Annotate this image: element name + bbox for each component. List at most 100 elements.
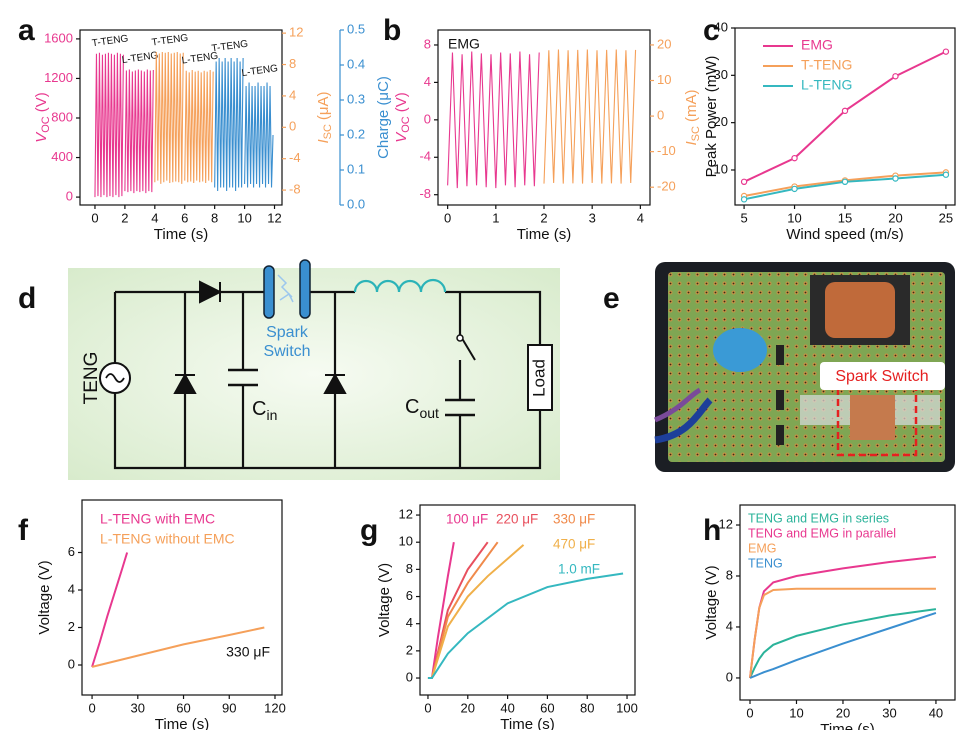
marker (942, 48, 950, 55)
x-tick-label: 20 (888, 210, 902, 225)
axis-label: Voltage (V) (703, 565, 720, 639)
x-tick-label: 0 (91, 210, 98, 225)
x-tick-label: 120 (264, 700, 286, 715)
spark-electrode (263, 265, 275, 319)
label-sub: OC (400, 116, 412, 133)
y2-tick-label: 20 (657, 36, 671, 51)
diode (776, 390, 784, 410)
y-tick-label: 4 (424, 74, 431, 89)
switch-contact (456, 334, 464, 342)
capacitor (713, 328, 767, 372)
y-tick-label: 20 (714, 114, 728, 129)
label-main: V (393, 131, 410, 143)
diode (199, 280, 223, 304)
legend-label: EMG (801, 37, 833, 53)
load-label: Load (529, 359, 548, 397)
axis-label: ISC (mA) (683, 90, 702, 146)
y-tick-label: 4 (406, 615, 413, 630)
y2-tick-label: 12 (289, 25, 303, 40)
series-label: L-TENG (181, 51, 219, 67)
series-label: T-TENG (91, 33, 129, 49)
legend-label: TENG (748, 556, 783, 570)
marker (740, 196, 748, 203)
x-tick-label: 0 (88, 700, 95, 715)
spark-label: Switch (263, 343, 310, 360)
y3-tick-label: 0.1 (347, 161, 365, 176)
label-sub: OC (40, 116, 52, 133)
x-tick-label: 1 (492, 210, 499, 225)
label-sub: out (419, 405, 439, 421)
x-tick-label: 80 (580, 700, 594, 715)
x-tick-label: 2 (540, 210, 547, 225)
series-line (124, 69, 154, 194)
load-box (527, 344, 553, 411)
series-line (749, 612, 937, 679)
x-tick-label: 10 (237, 210, 251, 225)
panel-letter: d (18, 282, 36, 315)
y-tick-label: 4 (726, 618, 733, 633)
series-line (244, 82, 274, 188)
x-tick-label: 25 (939, 210, 953, 225)
x-tick-label: 30 (131, 700, 145, 715)
y-tick-label: -8 (419, 186, 431, 201)
x-tick-label: 15 (838, 210, 852, 225)
x-tick-label: 0 (424, 700, 431, 715)
plot-frame (739, 504, 956, 701)
plot-frame (81, 499, 283, 696)
x-tick-label: 90 (222, 700, 236, 715)
y2-tick-label: 8 (289, 56, 296, 71)
legend-label: L-TENG without EMC (100, 531, 235, 547)
diode (776, 425, 784, 445)
series-line (94, 52, 124, 198)
x-tick-label: 6 (181, 210, 188, 225)
series-line (749, 608, 937, 679)
x-tick-label: 4 (151, 210, 158, 225)
series-line (427, 572, 624, 680)
series-label: T-TENG (151, 33, 189, 49)
y-tick-label: -4 (419, 149, 431, 164)
marker (791, 185, 798, 193)
x-tick-label: 10 (787, 210, 801, 225)
source-wave (105, 373, 125, 383)
label-unit: (μA) (315, 91, 332, 120)
inductor (353, 278, 447, 293)
panel-letter: b (383, 14, 401, 47)
y3-tick-label: 0.5 (347, 21, 365, 36)
marker (841, 178, 849, 186)
label-unit: (V) (393, 92, 410, 112)
label-main: I (315, 139, 332, 143)
label-main: I (683, 141, 700, 145)
axis-label: Time (s) (500, 716, 554, 730)
y-tick-label: 0 (66, 189, 73, 204)
x-tick-label: 20 (836, 705, 850, 720)
series-line (91, 552, 129, 668)
x-tick-label: 20 (461, 700, 475, 715)
y2-tick-label: -4 (289, 150, 301, 165)
series-line (427, 542, 455, 680)
series-line (543, 49, 637, 184)
diagram-background (68, 268, 560, 480)
axis-label: Time (s) (517, 226, 571, 243)
wire (113, 290, 542, 470)
y-tick-label: 30 (714, 67, 728, 82)
legend-label: TENG and EMG in parallel (748, 526, 896, 540)
x-tick-label: 30 (882, 705, 896, 720)
series-line (91, 626, 265, 668)
x-tick-label: 60 (540, 700, 554, 715)
y-tick-label: 10 (399, 534, 413, 549)
y3-tick-label: 0.3 (347, 91, 365, 106)
y3-tick-label: 0.0 (347, 196, 365, 211)
diode (323, 372, 347, 394)
y-tick-label: 0 (406, 669, 413, 684)
label-sub: SC (322, 124, 334, 139)
y2-tick-label: 0 (657, 108, 664, 123)
y2-tick-label: -8 (289, 182, 301, 197)
series-label: 1.0 mF (558, 562, 600, 577)
spark-label: Spark (266, 324, 309, 341)
axis-label: Voltage (V) (36, 560, 53, 634)
legend-label: TENG and EMG in series (748, 511, 889, 525)
legend-label: L-TENG (801, 77, 852, 93)
y-tick-label: 400 (51, 149, 73, 164)
y3-tick-label: 0.2 (347, 126, 365, 141)
axis-label: Peak Power (mW) (703, 56, 720, 178)
